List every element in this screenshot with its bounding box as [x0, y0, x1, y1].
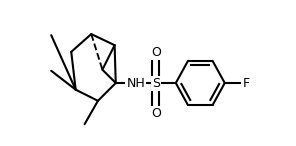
Text: O: O — [151, 46, 161, 59]
Text: O: O — [151, 107, 161, 120]
Text: S: S — [152, 77, 160, 89]
Text: NH: NH — [126, 77, 145, 89]
Text: F: F — [242, 77, 250, 89]
